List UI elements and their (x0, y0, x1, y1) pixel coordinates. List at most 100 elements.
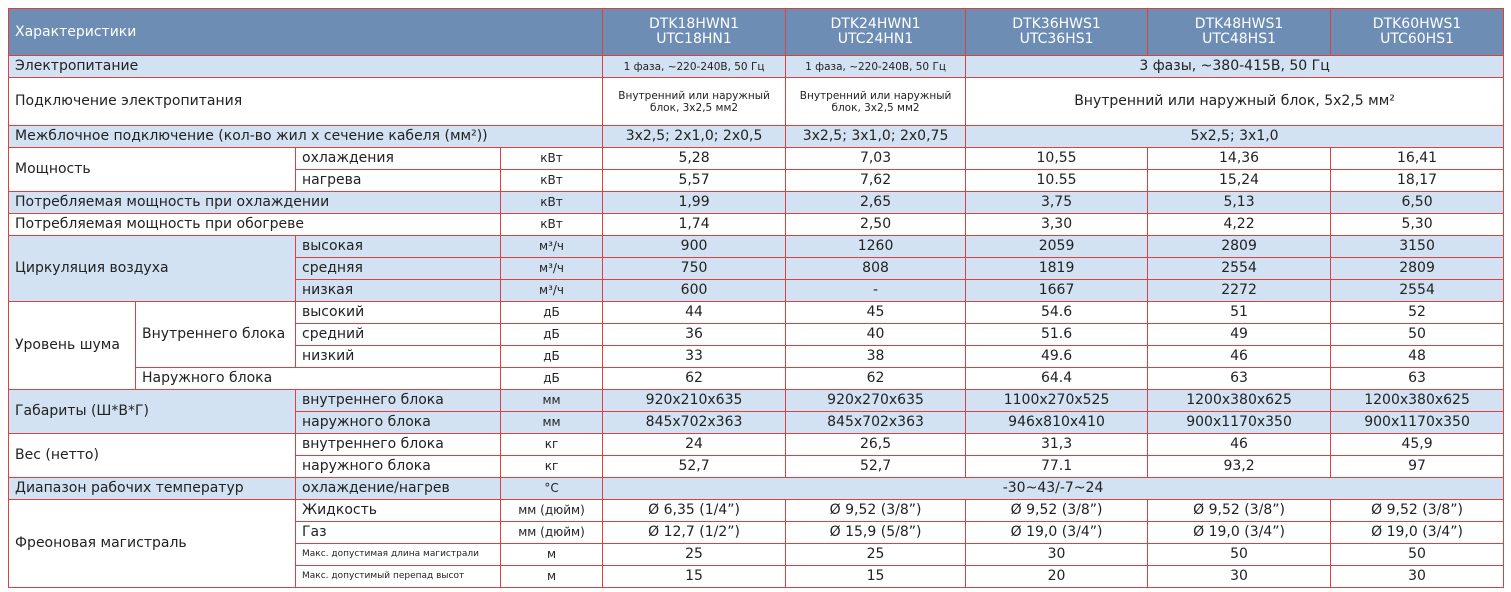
cell-text: Потребляемая мощность при обогреве (15, 216, 305, 232)
value-cell: 808 (785, 257, 967, 280)
table-row: Фреоновая магистраль Жидкость мм (дюйм) Ø 6… (8, 499, 1505, 588)
table-row: Макс. допустимая длина магистрали м 25 25 30… (9, 543, 1505, 566)
value-cell: 900x1170x350 (1147, 411, 1332, 434)
value-cell: 2272 (1147, 279, 1332, 302)
cell-text: 62 (866, 370, 885, 386)
cell-text: 18,17 (1397, 172, 1438, 188)
value-cell: 62 (602, 367, 787, 390)
cell-text: 30 (1408, 568, 1426, 584)
cell-text: м (546, 569, 557, 583)
value-cell: 5,28 (602, 147, 787, 170)
table-row: Наружного блока дБ 62 62 64.4 63 63 (9, 367, 1505, 390)
value-cell: 52 (1330, 301, 1505, 324)
value-cell: 51 (1147, 301, 1332, 324)
cell-text: 93,2 (1223, 458, 1255, 474)
cell-text: Жидкость (302, 502, 377, 518)
mode-label: внутреннего блока (295, 433, 501, 456)
cell-text: высокий (302, 304, 365, 320)
value-cell: 3,30 (965, 213, 1149, 236)
cell-text: 49.6 (1040, 348, 1073, 364)
cell-text: 64.4 (1040, 370, 1073, 386)
value-cell: 31,3 (965, 433, 1149, 456)
cell-text: 40 (866, 326, 885, 342)
cell-text: Ø 19,0 (3/4”) (1010, 524, 1103, 540)
value-cell: 30 (1330, 565, 1505, 588)
value-cell: 10.55 (965, 169, 1149, 192)
cell-text: кВт (540, 151, 563, 165)
value-cell: Ø 19,0 (3/4”) (1147, 521, 1332, 544)
value-cell: 2059 (965, 235, 1149, 258)
cell-text: низкий (302, 348, 355, 364)
value-cell: 45 (785, 301, 967, 324)
value-cell: 7,03 (785, 147, 967, 170)
value-cell: 900x1170x350 (1330, 411, 1505, 434)
value-cell: 64.4 (965, 367, 1149, 390)
cell-text: 49 (1230, 326, 1248, 342)
unit-cell: кВт (499, 147, 604, 170)
cell-text: Габариты (Ш*В*Г) (15, 403, 150, 419)
value-cell: 1,74 (602, 213, 787, 236)
cell: Внутренний или наружный блок, 5х2,5 мм² (965, 77, 1505, 126)
cell-text: Потребляемая мощность при охлаждении (15, 194, 330, 210)
cell-text: 46 (1230, 436, 1248, 452)
unit-cell: мм (499, 411, 604, 434)
cell-text: 1260 (857, 238, 894, 254)
cell-text: Газ (302, 524, 327, 540)
cell-text: DTK18HWN1 (649, 16, 740, 32)
cell-text: Ø 9,52 (3/8”) (1010, 502, 1103, 518)
value-cell: Ø 12,7 (1/2”) (602, 521, 787, 544)
cell-text: 5,13 (1223, 194, 1255, 210)
cell: 1 фаза, ~220-240В, 50 Гц (785, 55, 967, 78)
cell-text: наружного блока (302, 414, 431, 430)
value-cell: 77.1 (965, 455, 1149, 478)
cell-text: -30~43/-7~24 (1002, 480, 1104, 496)
unit-cell: мм (дюйм) (499, 499, 604, 522)
cell-text: 2059 (1038, 238, 1075, 254)
cell-text: 44 (685, 304, 703, 320)
cell-text: 38 (866, 348, 885, 364)
row-label: Диапазон рабочих температур (8, 477, 296, 500)
cell-text: 1200x380x625 (1186, 392, 1292, 408)
mode-label: Макс. допустимый перепад высот (295, 565, 501, 588)
table-row: Мощность охлаждения кВт 5,28 7,03 10,55 14,36 1… (8, 147, 1505, 192)
cell-text: м (546, 547, 557, 561)
cell-text: 900x1170x350 (1364, 414, 1470, 430)
cell-text: 51.6 (1040, 326, 1073, 342)
cell-text: дБ (543, 305, 560, 319)
unit-cell: дБ (499, 301, 604, 324)
cell-text: средняя (302, 260, 363, 276)
value-cell: 900 (602, 235, 787, 258)
value-cell: 48 (1330, 345, 1505, 368)
unit-cell: °С (499, 477, 604, 500)
cell-text: низкая (302, 282, 354, 298)
cell-text: 45,9 (1401, 436, 1433, 452)
cell-text: 36 (685, 326, 703, 342)
cell: Внутренний или наружный блок, 3х2,5 мм2 (785, 77, 967, 126)
group-label: Мощность (8, 147, 296, 192)
mode-label: наружного блока (295, 455, 501, 478)
cell-text: 26,5 (859, 436, 892, 452)
cell-text: 1819 (1038, 260, 1075, 276)
cell-text: 600 (680, 282, 708, 298)
value-cell: 1667 (965, 279, 1149, 302)
mode-label: Газ (295, 521, 501, 544)
cell-text: 25 (866, 546, 885, 562)
table-row: Циркуляция воздуха высокая м³/ч 900 1260 2059… (8, 235, 1505, 302)
cell-text: 6,50 (1401, 194, 1433, 210)
model-header: DTK36HWS1 UTC36HS1 (965, 8, 1149, 56)
value-cell: 52,7 (602, 455, 787, 478)
cell-text: UTC18HN1 (656, 31, 732, 47)
cell-text: 2,65 (859, 194, 892, 210)
cell-text: 1,74 (678, 216, 710, 232)
cell-text: 845x702x363 (827, 414, 924, 430)
cell-text: 5,30 (1401, 216, 1433, 232)
value-cell: 5,57 (602, 169, 787, 192)
cell-text: DTK48HWS1 (1194, 16, 1284, 32)
mode-label: внутреннего блока (295, 389, 501, 412)
cell-text: DTK24HWN1 (830, 16, 921, 32)
cell-text: 33 (685, 348, 703, 364)
value-cell: 750 (602, 257, 787, 280)
value-cell: Ø 9,52 (3/8”) (1147, 499, 1332, 522)
subgroup-label: Наружного блока (135, 367, 501, 390)
value-cell: 25 (785, 543, 967, 566)
